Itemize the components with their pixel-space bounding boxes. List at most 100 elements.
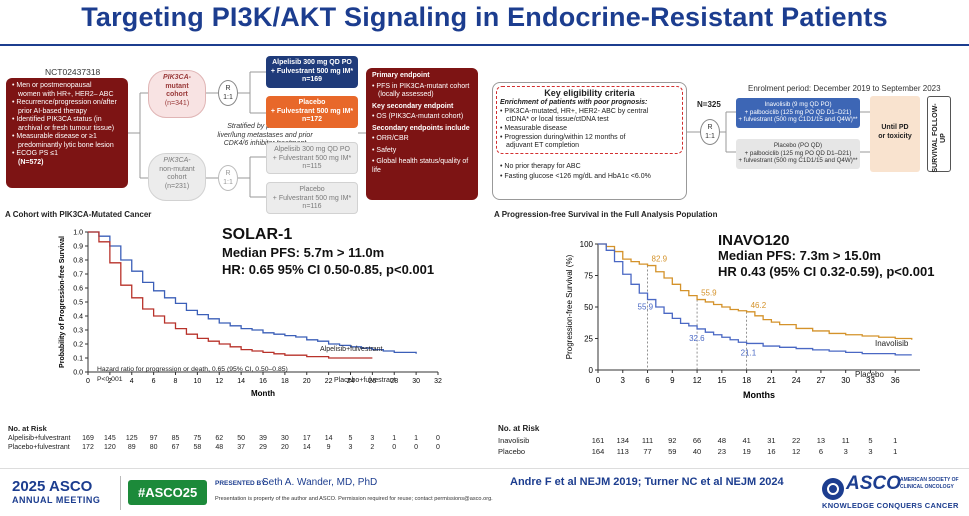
arm-line: n=115 xyxy=(302,163,322,170)
at-risk-value: 67 xyxy=(171,444,180,451)
strat-line: liver/lung metastases and prior xyxy=(217,131,313,139)
criteria-line: • No prior therapy for ABC xyxy=(500,163,581,170)
chart2-panel-label: A Progression-free Survival in the Full … xyxy=(494,210,718,219)
arm-line: + palbociclib (125 mg PO QD D1–D21) xyxy=(744,149,852,157)
x-tick-label: 20 xyxy=(303,378,311,385)
x-axis-label: Months xyxy=(743,390,775,400)
presenter-name: Seth A. Wander, MD, PhD xyxy=(262,477,378,488)
chart1-atrisk-label: Alpelisib+fulvestrant xyxy=(8,435,71,442)
rand-r: R xyxy=(225,170,231,177)
y-tick-label: 0 xyxy=(589,366,594,375)
y-tick-label: 0.3 xyxy=(73,328,83,335)
arm-alpelisib-mutant: Alpelisib 300 mg QD PO + Fulvestrant 500… xyxy=(266,56,358,88)
solar-endpoints-box: Primary endpoint • PFS in PIK3CA-mutant … xyxy=(366,68,478,200)
x-tick-label: 16 xyxy=(259,378,267,385)
strat-line: CDK4/6 inhibitor treatment xyxy=(223,140,307,147)
at-risk-value: 134 xyxy=(616,436,630,445)
arm-line: n=172 xyxy=(301,116,323,123)
endpoint-heading: Primary endpoint xyxy=(372,72,430,79)
until-line: or toxicity xyxy=(878,132,912,140)
x-axis-label: Month xyxy=(251,389,275,398)
x-tick-label: 6 xyxy=(152,378,156,385)
footer-year: 2025 xyxy=(12,478,46,495)
arm-alpelisib-nonmutant: Alpelisib 300 mg QD PO + Fulvestrant 500… xyxy=(266,142,358,174)
solar-eligibility-box: • Men or postmenopausal women with HR+, … xyxy=(6,78,128,188)
criteria-line: • Fasting glucose <126 mg/dL and HbA1c <… xyxy=(500,173,651,180)
x-tick-label: 27 xyxy=(816,376,825,385)
randomization-circle: R 1:1 xyxy=(218,80,238,106)
chart1-at-risk-title: No. at Risk xyxy=(8,424,47,433)
at-risk-value: 14 xyxy=(324,435,333,442)
chart2-atrisk-label: Placebo xyxy=(498,447,526,456)
at-risk-value: 75 xyxy=(193,435,202,442)
x-tick-label: 18 xyxy=(281,378,289,385)
chart1-legend-alpelisib: Alpelisib+fulvestrant xyxy=(320,346,383,353)
endpoint-line: • ORR/CBR xyxy=(372,135,409,142)
arm-line: + Fulvestrant 500 mg IM* xyxy=(272,194,352,202)
elig-line: archival or fresh tumour tissue) xyxy=(18,124,115,132)
arm-placebo-inavo: Placebo (PO QD) + palbociclib (125 mg PO… xyxy=(736,139,860,169)
at-risk-value: 145 xyxy=(104,435,116,442)
chart2-hr: HR 0.43 (95% CI 0.32-0.59), p<0.001 xyxy=(718,264,935,279)
at-risk-value: 3 xyxy=(843,447,848,456)
x-tick-label: 30 xyxy=(841,376,850,385)
y-tick-label: 25 xyxy=(584,335,593,344)
x-tick-label: 28 xyxy=(390,378,398,385)
arm-placebo-mutant: Placebo + Fulvestrant 500 mg IM* n=172 xyxy=(266,96,358,128)
at-risk-value: 161 xyxy=(591,436,605,445)
at-risk-value: 1 xyxy=(414,435,419,442)
at-risk-value: 29 xyxy=(259,444,267,451)
at-risk-value: 169 xyxy=(82,435,94,442)
arm-placebo-nonmutant: Placebo + Fulvestrant 500 mg IM* n=116 xyxy=(266,182,358,214)
arm-line: Placebo xyxy=(299,186,325,193)
y-tick-label: 0.9 xyxy=(73,244,83,251)
elig-line: • Identified PIK3CA status (in xyxy=(12,116,102,123)
at-risk-value: 77 xyxy=(643,447,652,456)
at-risk-value: 19 xyxy=(742,447,751,456)
arm-line: Alpelisib 300 mg QD PO xyxy=(272,59,352,66)
x-tick-label: 3 xyxy=(621,376,626,385)
at-risk-value: 9 xyxy=(326,444,331,451)
enrichment-dashed-box xyxy=(496,86,683,154)
x-tick-label: 0 xyxy=(596,376,601,385)
at-risk-value: 1 xyxy=(893,447,898,456)
x-tick-label: 24 xyxy=(347,378,355,385)
at-risk-value: 89 xyxy=(127,444,136,451)
x-tick-label: 14 xyxy=(237,378,245,385)
at-risk-value: 62 xyxy=(215,435,224,442)
endpoint-heading: Key secondary endpoint xyxy=(372,102,454,110)
cohort-line: PIK3CA- xyxy=(162,74,191,81)
km-annotation: 32.6 xyxy=(689,334,705,343)
at-risk-value: 39 xyxy=(259,435,267,442)
at-risk-value: 85 xyxy=(171,435,180,442)
cohort-line: non-mutant xyxy=(159,165,195,173)
at-risk-value: 12 xyxy=(791,447,801,456)
at-risk-value: 50 xyxy=(237,435,246,442)
cohort-line: PIK3CA- xyxy=(163,157,191,164)
at-risk-value: 11 xyxy=(841,436,850,445)
y-tick-label: 0.1 xyxy=(73,356,83,363)
elig-line: women with HR+, HER2– ABC xyxy=(18,90,114,98)
series-line-inavolisib xyxy=(598,243,913,340)
endpoint-heading: Secondary endpoints include xyxy=(372,124,470,132)
chart2-atrisk-label: Inavolisib xyxy=(498,436,530,445)
y-tick-label: 50 xyxy=(584,303,593,312)
citation: Andre F et al NEJM 2019; Turner NC et al… xyxy=(510,476,784,488)
enrolment-period: Enrolment period: December 2019 to Septe… xyxy=(748,84,941,93)
mutant-cohort-box: PIK3CA- mutant cohort (n=341) xyxy=(148,70,206,118)
at-risk-value: 3 xyxy=(370,435,375,442)
criteria-line: adjuvant ET completion xyxy=(506,142,580,149)
at-risk-value: 0 xyxy=(436,444,440,451)
endpoint-line: • Global health status/quality of life xyxy=(372,158,469,174)
elig-line: • Recurrence/progression on/after xyxy=(12,99,117,106)
trial-id: NCT02437318 xyxy=(45,67,101,77)
at-risk-value: 23 xyxy=(717,447,727,456)
rand-ratio: 1:1 xyxy=(705,133,715,140)
at-risk-value: 1 xyxy=(893,436,898,445)
chart2-at-risk-title: No. at Risk xyxy=(498,424,540,433)
y-tick-label: 0.4 xyxy=(73,314,83,321)
km-annotation: 46.2 xyxy=(751,301,767,310)
stratification-note: Stratified by presence of liver/lung met… xyxy=(205,123,325,149)
cohort-line: cohort xyxy=(166,91,188,98)
